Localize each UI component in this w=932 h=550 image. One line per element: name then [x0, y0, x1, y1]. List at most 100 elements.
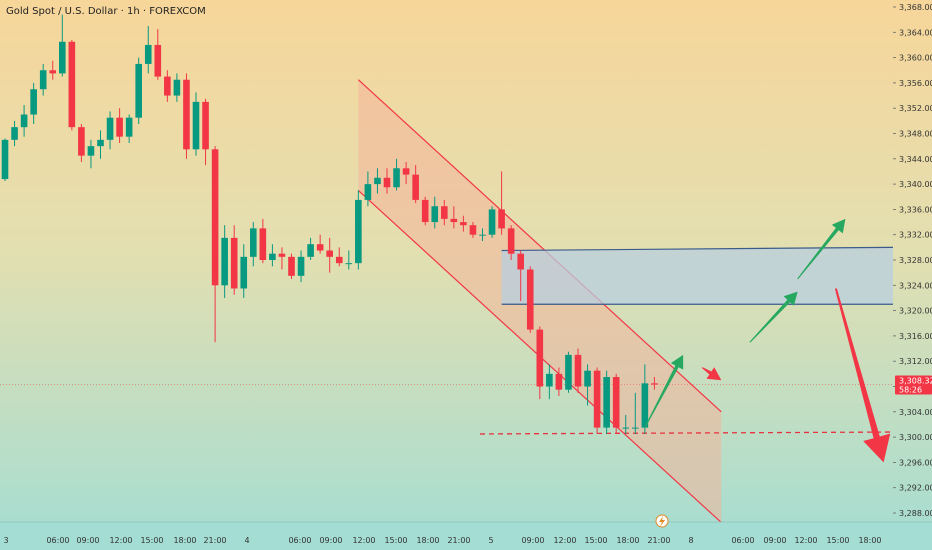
candle[interactable]	[221, 225, 228, 298]
time-tick-label: 21:00	[203, 536, 226, 545]
candle[interactable]	[402, 161, 410, 185]
candle[interactable]	[269, 244, 276, 267]
candle-body	[526, 269, 534, 330]
candle[interactable]	[202, 98, 209, 166]
candle-body	[469, 225, 477, 235]
candle-body	[230, 237, 238, 289]
candle[interactable]	[192, 92, 200, 156]
candle[interactable]	[431, 196, 439, 229]
bullish-arrow[interactable]	[644, 354, 684, 428]
candle[interactable]	[87, 139, 95, 169]
bullish-arrow[interactable]	[797, 218, 846, 280]
candle[interactable]	[345, 250, 353, 270]
price-tick-label: 3,288.00	[899, 509, 932, 518]
candle[interactable]	[469, 222, 477, 238]
candle[interactable]	[211, 146, 219, 343]
candle[interactable]	[383, 168, 391, 194]
candle[interactable]	[574, 348, 582, 393]
replay-icon[interactable]	[655, 514, 669, 528]
candle[interactable]	[641, 364, 649, 434]
candle[interactable]	[154, 29, 162, 80]
candle[interactable]	[78, 124, 85, 162]
candle[interactable]	[603, 370, 610, 434]
candle[interactable]	[526, 266, 534, 333]
candle[interactable]	[11, 120, 18, 147]
candle[interactable]	[593, 367, 601, 434]
candle[interactable]	[555, 367, 563, 396]
bearish-arrow[interactable]	[834, 288, 891, 463]
candle[interactable]	[30, 82, 37, 125]
candle-body	[1, 139, 9, 180]
candle-body	[125, 117, 133, 137]
candle[interactable]	[632, 392, 639, 434]
candle-body	[374, 177, 381, 185]
candle-body	[651, 383, 658, 385]
candle[interactable]	[441, 199, 448, 226]
candle[interactable]	[20, 105, 28, 137]
candle[interactable]	[651, 377, 658, 390]
candle[interactable]	[144, 25, 152, 74]
candle[interactable]	[135, 57, 142, 125]
candle[interactable]	[622, 414, 630, 434]
candle[interactable]	[307, 237, 314, 260]
bearish-arrow[interactable]	[701, 367, 722, 381]
candle[interactable]	[498, 171, 505, 235]
price-axis: 3,368.00 3,364.00 3,360.00 3,356.00 3,352.00…	[893, 0, 932, 550]
candle[interactable]	[59, 14, 66, 77]
candle[interactable]	[364, 171, 372, 207]
time-tick-label: 06:00	[731, 536, 754, 545]
candle[interactable]	[49, 60, 57, 80]
candle[interactable]	[393, 158, 400, 191]
candle[interactable]	[488, 206, 496, 238]
candle[interactable]	[421, 196, 429, 226]
candle[interactable]	[584, 364, 591, 406]
candle[interactable]	[479, 228, 486, 242]
candle[interactable]	[125, 114, 133, 143]
candle-body	[584, 370, 591, 387]
candle[interactable]	[546, 364, 553, 400]
support-dashed-line[interactable]	[479, 431, 894, 435]
candle[interactable]	[39, 63, 47, 96]
time-tick-label: 12:00	[109, 536, 132, 545]
candle-body	[326, 250, 333, 257]
candle[interactable]	[164, 70, 171, 102]
candle[interactable]	[316, 234, 324, 254]
candle[interactable]	[1, 138, 9, 181]
candle[interactable]	[240, 244, 248, 298]
candle[interactable]	[278, 247, 286, 270]
price-tick-label: 3,340.00	[899, 180, 932, 189]
candle-body	[269, 253, 276, 260]
candle[interactable]	[68, 39, 76, 131]
candle-body	[345, 263, 353, 265]
candle[interactable]	[565, 351, 572, 393]
candle[interactable]	[173, 73, 181, 102]
bullish-arrow[interactable]	[749, 291, 798, 343]
candle[interactable]	[250, 222, 257, 267]
candle[interactable]	[326, 237, 333, 273]
candle[interactable]	[183, 73, 190, 159]
candle[interactable]	[116, 108, 123, 143]
candle[interactable]	[374, 168, 381, 194]
candle[interactable]	[297, 250, 305, 283]
candle[interactable]	[412, 165, 419, 204]
time-tick-label: 5	[488, 536, 493, 545]
candle[interactable]	[106, 111, 114, 150]
candle[interactable]	[97, 130, 104, 159]
channel-upper-line[interactable]	[357, 79, 722, 413]
candle[interactable]	[335, 247, 343, 267]
candle[interactable]	[536, 326, 544, 400]
candle[interactable]	[612, 373, 620, 434]
candle[interactable]	[517, 250, 524, 302]
candle-body	[211, 149, 219, 286]
candle[interactable]	[259, 218, 267, 264]
candle[interactable]	[460, 215, 467, 232]
candle[interactable]	[230, 225, 238, 295]
candle[interactable]	[355, 190, 362, 270]
candle[interactable]	[450, 206, 458, 229]
candle-body	[498, 209, 505, 229]
candle-body	[202, 101, 209, 150]
candle[interactable]	[507, 225, 515, 260]
candle[interactable]	[288, 253, 295, 279]
resistance-zone[interactable]	[501, 247, 893, 305]
